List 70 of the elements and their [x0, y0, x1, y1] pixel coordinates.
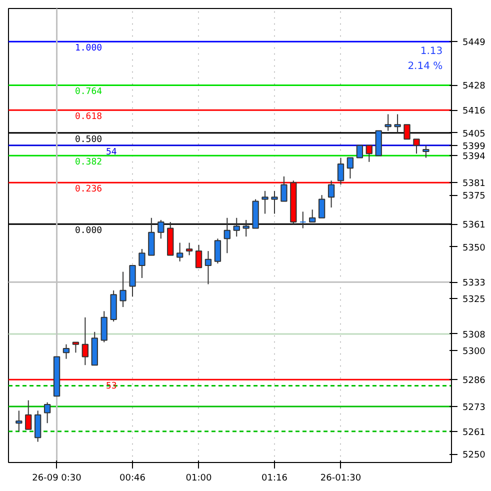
candlestick [44, 402, 51, 424]
candlestick [280, 176, 288, 202]
x-tick-label: 26-09 0:30 [32, 474, 82, 484]
candlestick [328, 180, 335, 208]
x-tick-label: 01:00 [186, 474, 212, 484]
candlestick [356, 144, 364, 158]
y-tick-label: 5375 [462, 192, 486, 202]
candlestick [394, 114, 401, 134]
y-tick-label: 5325 [462, 295, 486, 306]
candlestick [271, 190, 278, 214]
y-tick-label: 5416 [462, 106, 486, 117]
candlestick [262, 190, 268, 214]
candlestick [384, 114, 392, 132]
candlestick [176, 242, 184, 262]
candlestick [366, 144, 372, 162]
candlestick [34, 410, 42, 442]
candlestick [120, 271, 126, 308]
annotation: 2.14 % [408, 61, 443, 72]
candlestick [233, 217, 240, 238]
candlestick [309, 209, 316, 223]
candlestick [82, 316, 89, 366]
y-tick-label: 5300 [462, 347, 486, 358]
y-tick-label: 5361 [462, 220, 486, 231]
candlestick [148, 217, 155, 256]
candlestick [413, 138, 420, 154]
x-tick-label: 01:16 [262, 474, 288, 484]
candlestick [242, 219, 250, 238]
candlestick [195, 244, 202, 268]
candlestick [224, 217, 230, 254]
candlestick [318, 194, 326, 218]
candlestick [422, 144, 430, 158]
candlestick [214, 238, 222, 264]
y-tick-label: 5333 [462, 278, 486, 289]
y-tick-label: 5449 [462, 38, 486, 48]
candlestick [404, 124, 410, 140]
candlestick [300, 211, 306, 229]
candlestick [158, 219, 164, 240]
annotation: 0.000 [74, 226, 102, 236]
candlestick [62, 344, 70, 360]
annotation: 1.000 [74, 44, 102, 54]
candlestick [337, 157, 344, 186]
y-tick-label: 5428 [462, 82, 486, 92]
candlestick [72, 342, 80, 354]
x-tick-label: 00:46 [120, 474, 146, 484]
candlestick [204, 250, 212, 285]
y-tick-label: 5381 [462, 179, 486, 190]
candlestick [100, 310, 108, 343]
x-tick-label: 26-01:30 [320, 474, 362, 484]
y-tick-label: 5405 [462, 129, 486, 140]
annotation: 0.764 [74, 87, 102, 98]
annotation: 0.236 [74, 184, 102, 195]
candlestick [25, 400, 32, 430]
y-tick-label: 5273 [462, 403, 486, 414]
annotation: 0.382 [74, 158, 102, 168]
candlestick [346, 157, 354, 179]
y-tick-label: 5308 [462, 330, 486, 340]
annotation: 54 [106, 147, 117, 158]
candlestick [129, 265, 136, 298]
y-tick-label: 5399 [462, 142, 486, 152]
candlestick [138, 248, 146, 278]
y-tick-label: 5286 [462, 376, 486, 386]
y-tick-label: 5350 [462, 243, 486, 254]
y-tick-label: 5250 [462, 450, 486, 461]
candlestick [186, 242, 193, 256]
annotation: 1.13 [420, 46, 443, 57]
annotation: 0.500 [74, 134, 102, 145]
candlestick [16, 410, 22, 432]
y-tick-label: 5261 [462, 428, 486, 438]
annotation: 0.618 [74, 112, 102, 122]
y-tick-label: 5394 [462, 152, 486, 162]
